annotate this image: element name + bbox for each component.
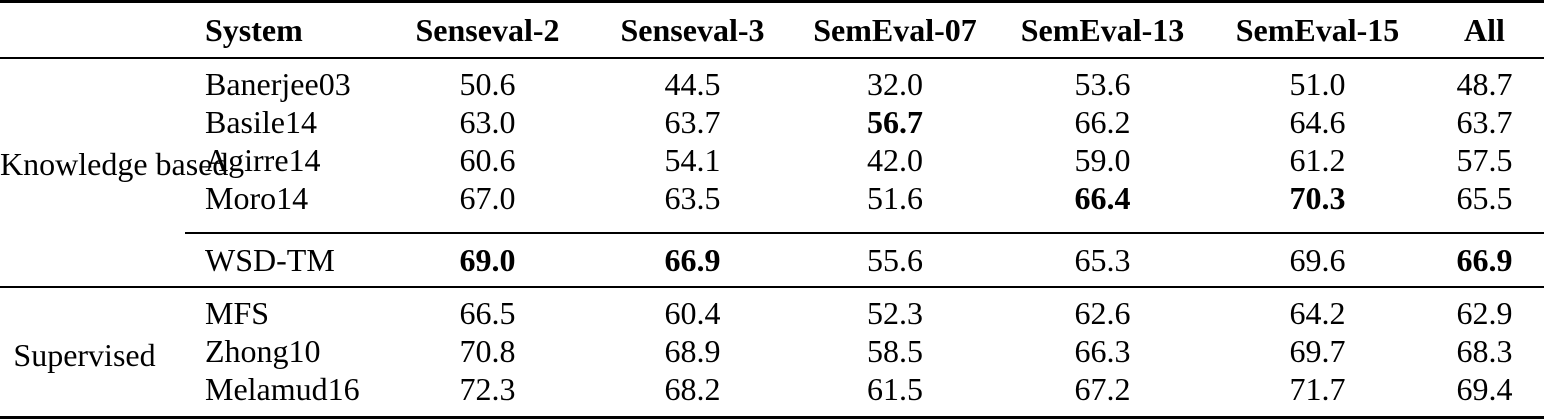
score-cell: 69.7 — [1289, 333, 1346, 369]
table-row-basile14: Basile14 63.0 63.7 56.7 66.2 64.6 63.7 — [0, 103, 1544, 141]
col-header-semeval-15: SemEval-15 — [1210, 1, 1425, 59]
col-header-senseval-3: Senseval-3 — [590, 1, 795, 59]
header-row: System Senseval-2 Senseval-3 SemEval-07 … — [0, 1, 1544, 59]
system-name: Banerjee03 — [205, 66, 351, 102]
table-row-moro14: Moro14 67.0 63.5 51.6 66.4 70.3 65.5 — [0, 179, 1544, 233]
col-header-senseval-2: Senseval-2 — [385, 1, 590, 59]
score-cell: 55.6 — [795, 232, 995, 288]
col-header-system: System — [185, 1, 385, 59]
score-cell: 44.5 — [664, 66, 721, 102]
score-cell: 64.2 — [1289, 295, 1346, 331]
table-row-banerjee03: Knowledge based Banerjee03 50.6 44.5 32.… — [0, 58, 1544, 182]
score-cell: 63.5 — [664, 180, 721, 216]
score-cell: 68.3 — [1456, 333, 1513, 369]
group-label-knowledge-based: Knowledge based — [0, 145, 229, 182]
group-label-supervised: Supervised — [13, 336, 156, 373]
score-cell: 60.4 — [664, 295, 721, 331]
table-row-melamud16: Melamud16 72.3 68.2 61.5 67.2 71.7 69.4 — [0, 370, 1544, 418]
table-row-zhong10: Zhong10 70.8 68.9 58.5 66.3 69.7 68.3 — [0, 332, 1544, 370]
col-header-semeval-13: SemEval-13 — [995, 1, 1210, 59]
col-header-all: All — [1425, 1, 1544, 59]
table-row-wsd-tm: WSD-TM 69.0 66.9 55.6 65.3 69.6 66.9 — [0, 232, 1544, 288]
score-cell: 32.0 — [867, 66, 923, 102]
score-cell: 50.6 — [459, 66, 516, 102]
score-cell: 48.7 — [1456, 66, 1513, 102]
score-cell: 67.2 — [1074, 371, 1131, 407]
score-cell: 69.6 — [1210, 232, 1425, 288]
score-cell-best: 66.4 — [1074, 180, 1131, 216]
col-header-semeval-07: SemEval-07 — [795, 1, 995, 59]
score-cell: 66.3 — [1074, 333, 1131, 369]
score-cell: 71.7 — [1289, 371, 1346, 407]
score-cell: 58.5 — [867, 333, 923, 369]
score-cell-best: 66.9 — [590, 232, 795, 288]
score-cell: 51.0 — [1289, 66, 1346, 102]
score-cell-best: 70.3 — [1289, 180, 1346, 216]
system-name: Basile14 — [205, 104, 317, 140]
table-row-agirre14: Agirre14 60.6 54.1 42.0 59.0 61.2 57.5 — [0, 141, 1544, 179]
score-cell: 68.2 — [664, 371, 721, 407]
score-cell: 65.5 — [1456, 180, 1513, 216]
score-cell: 62.9 — [1456, 295, 1513, 331]
score-cell-best: 69.0 — [385, 232, 590, 288]
score-cell: 64.6 — [1289, 104, 1346, 140]
system-name: Agirre14 — [205, 142, 321, 178]
score-cell: 72.3 — [459, 371, 516, 407]
score-cell: 63.7 — [1456, 104, 1513, 140]
score-cell: 53.6 — [1074, 66, 1131, 102]
system-name: Melamud16 — [205, 371, 360, 407]
score-cell: 67.0 — [459, 180, 516, 216]
system-name: Moro14 — [205, 180, 309, 216]
score-cell: 54.1 — [664, 142, 721, 178]
score-cell: 63.7 — [664, 104, 721, 140]
score-cell: 57.5 — [1456, 142, 1513, 178]
score-cell: 51.6 — [867, 180, 923, 216]
score-cell: 42.0 — [867, 142, 923, 178]
system-name: Zhong10 — [205, 333, 321, 369]
score-cell: 66.5 — [459, 295, 516, 331]
score-cell: 66.2 — [1074, 104, 1131, 140]
score-cell-best: 66.9 — [1425, 232, 1544, 288]
empty-group-cell — [0, 233, 185, 288]
score-cell: 70.8 — [459, 333, 516, 369]
system-name: MFS — [205, 295, 270, 331]
col-header-group — [0, 1, 185, 59]
score-cell: 65.3 — [995, 232, 1210, 288]
score-cell: 62.6 — [1074, 295, 1131, 331]
score-cell: 68.9 — [664, 333, 721, 369]
table-row-mfs: Supervised MFS 66.5 60.4 52.3 62.6 64.2 … — [0, 287, 1544, 373]
score-cell: 59.0 — [1074, 142, 1131, 178]
score-cell: 69.4 — [1456, 371, 1513, 407]
score-cell: 61.5 — [867, 371, 923, 407]
score-cell: 63.0 — [459, 104, 516, 140]
score-cell: 61.2 — [1289, 142, 1346, 178]
score-cell: 60.6 — [459, 142, 516, 178]
score-cell: 52.3 — [867, 295, 923, 331]
score-cell-best: 56.7 — [867, 104, 923, 140]
system-name: WSD-TM — [185, 232, 385, 288]
